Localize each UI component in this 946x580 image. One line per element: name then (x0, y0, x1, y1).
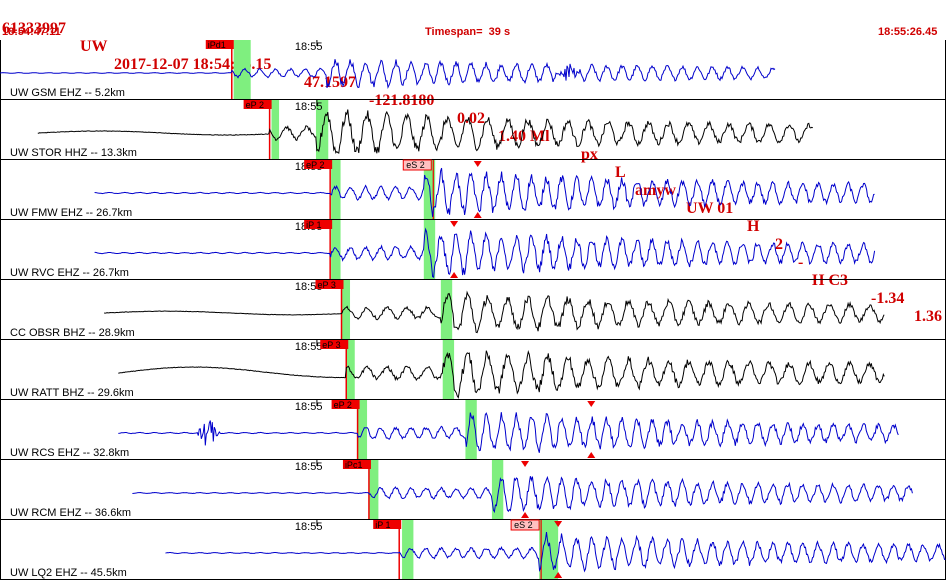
time-tick-label: 18:55 (295, 341, 323, 353)
p-pick-label: eP 3 (318, 280, 336, 290)
event-type: px (581, 146, 598, 163)
s-pick-label: eS 2 (514, 520, 533, 530)
trace-label: UW RVC EHZ -- 26.7km (10, 267, 129, 279)
phase-window (465, 400, 477, 459)
p-pick-flag[interactable] (304, 160, 333, 169)
waveform (118, 412, 899, 453)
time-tick-label: 18:55 (295, 401, 323, 413)
trace-row[interactable]: 18:55 eP 2 UW STOR HHZ -- 13.3km (0, 100, 946, 160)
trace-row[interactable]: 18:55 iPd1 UW GSM EHZ -- 5.2km (0, 40, 946, 100)
s-pick-flag[interactable] (510, 519, 540, 531)
waveform (132, 475, 913, 514)
value-1: -1.34 (871, 290, 905, 307)
s-pick-label: eS 2 (406, 160, 425, 170)
amp-marker-bottom (473, 212, 482, 218)
quality: H (747, 218, 760, 235)
waveform (0, 59, 776, 89)
p-pick-flag[interactable] (243, 100, 272, 109)
waveform (37, 109, 814, 154)
p-pick-flag[interactable] (342, 460, 371, 469)
p-pick-flag[interactable] (205, 40, 234, 49)
trace-label: UW LQ2 EHZ -- 45.5km (10, 567, 127, 579)
phase-window (402, 520, 414, 579)
network-code: UW (80, 38, 108, 55)
p-pick-label: iP 1 (306, 220, 321, 230)
p-pick-flag[interactable] (331, 400, 360, 409)
trace-label: UW STOR HHZ -- 13.3km (10, 147, 137, 159)
p-pick-flag[interactable] (320, 340, 349, 349)
geo-type: L (615, 164, 626, 181)
trace-row[interactable]: 18:55 iP 1 eS 2 UW LQ2 EHZ -- 45.5km (0, 519, 946, 580)
depth: 0.02 (457, 110, 485, 127)
phase-window (271, 100, 280, 159)
timespan: Timespan= 39 s (425, 26, 511, 38)
amp-marker-bottom (554, 572, 563, 578)
waveform (94, 167, 875, 217)
amp-marker-top (554, 521, 563, 527)
phase-window (341, 280, 351, 339)
amp-marker-top (473, 161, 482, 167)
trace-label: UW FMW EHZ -- 26.7km (10, 207, 132, 219)
phase-window (442, 340, 455, 399)
event-id: 61333997 (2, 20, 66, 37)
amp-marker-top (587, 401, 596, 407)
amp-marker-bottom (521, 512, 530, 518)
p-pick-flag[interactable] (304, 220, 333, 229)
waveform (165, 532, 946, 573)
trace-row[interactable]: 18:55 iPc1 UW RCM EHZ -- 36.6km (0, 460, 946, 520)
waveform (104, 290, 885, 334)
longitude: -121.8180 (369, 92, 435, 109)
phase-window (233, 40, 251, 99)
time-tick-label: 18:55 (295, 461, 323, 473)
phase-window (346, 340, 355, 399)
phase-window (539, 520, 559, 579)
trace-row[interactable]: 18:55 eP 3 UW RATT BHZ -- 29.6km (0, 340, 946, 400)
phase-window (368, 460, 379, 519)
phase-window (491, 460, 504, 519)
phase-window (440, 280, 453, 339)
event-header: 61333997 UW 2017-12-07 18:54:56.15 47.15… (0, 0, 946, 325)
value-2: 1.36 (914, 308, 942, 325)
amp-marker-bottom (587, 452, 596, 458)
trace-label: UW GSM EHZ -- 5.2km (10, 87, 125, 99)
amp-marker-bottom (450, 272, 459, 278)
time-tick-label: 18:55 (295, 101, 323, 113)
trace-label: UW RCM EHZ -- 36.6km (10, 507, 131, 519)
phase-window (331, 220, 341, 279)
phase-window (357, 400, 368, 459)
seismogram-panel[interactable]: 18:55 iPd1 UW GSM EHZ -- 5.2km 18:55 eP 2 UW … (0, 40, 946, 580)
p-pick-label: iP 1 (375, 520, 390, 530)
phase-window (423, 220, 436, 279)
p-pick-label: eP 3 (322, 340, 340, 350)
waveform (118, 350, 885, 399)
trace-row[interactable]: 18:55 eP 2 UW RCS EHZ -- 32.8km (0, 400, 946, 460)
trace-label: CC OBSR BHZ -- 28.9km (10, 327, 135, 339)
amp-marker-top (450, 221, 459, 227)
p-pick-flag[interactable] (373, 520, 402, 529)
start-time: 18:54:47.11 (2, 26, 61, 38)
end-time: 18:55:26.45 (878, 26, 938, 38)
trace-label: UW RATT BHZ -- 29.6km (10, 387, 134, 399)
p-pick-label: iPc1 (345, 460, 363, 470)
p-pick-label: iPd1 (208, 40, 226, 50)
p-pick-label: eP 2 (246, 100, 264, 110)
hc-code: H C3 (812, 272, 848, 289)
p-pick-label: eP 2 (306, 160, 324, 170)
amp-marker-top (521, 461, 530, 467)
trace-label: UW RCS EHZ -- 32.8km (10, 447, 129, 459)
s-pick-flag[interactable] (402, 159, 432, 171)
p-pick-flag[interactable] (315, 280, 344, 289)
source: UW 01 (686, 200, 734, 217)
dash: - (798, 254, 804, 271)
p-pick-label: eP 2 (334, 400, 352, 410)
phase-count: 2 (775, 236, 783, 253)
time-tick-label: 18:55 (295, 41, 323, 53)
waveform (94, 227, 876, 278)
time-tick-label: 18:55 (295, 521, 323, 533)
